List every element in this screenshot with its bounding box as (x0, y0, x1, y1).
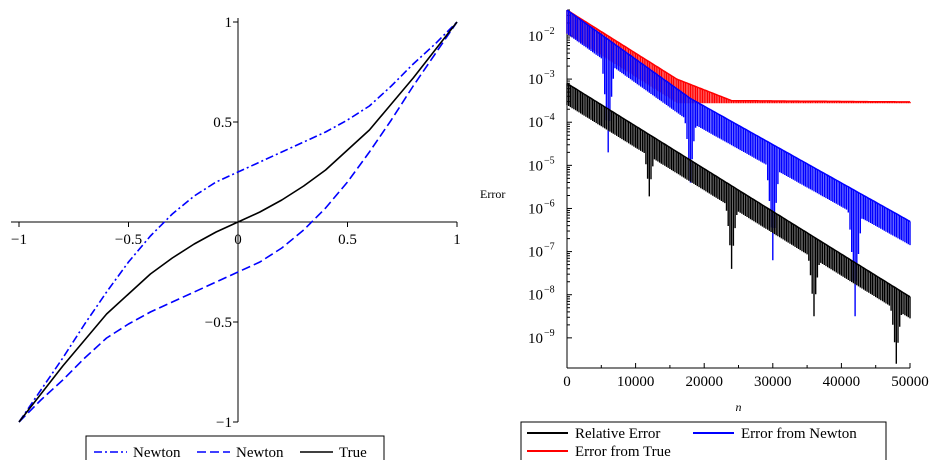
legend-label-relative-error: Relative Error (575, 426, 660, 442)
left-chart: −1 −0.5 0 0.5 1 −1 −0.5 0.5 1 (11, 15, 461, 431)
series-band (566, 83, 911, 364)
legend-left: Newton Newton True (85, 435, 385, 460)
right-chart: 0 10000 20000 30000 40000 5000010−910−810−710… (480, 9, 929, 414)
y-tick-label: 0.5 (213, 115, 232, 131)
series-line-1 (18, 21, 458, 423)
y-tick-exponent: −8 (544, 285, 555, 296)
x-axis-label: n (736, 400, 742, 414)
series-2 (566, 9, 911, 317)
y-tick-label: −0.5 (205, 315, 232, 331)
legend-label-error-from-newton: Error from Newton (741, 426, 857, 442)
y-tick-label: 10 (528, 158, 543, 174)
legend-label-true: True (339, 445, 367, 460)
y-tick-exponent: −4 (544, 112, 555, 123)
x-tick-label: −1 (11, 232, 27, 248)
x-tick-label: 0 (563, 374, 571, 390)
y-tick-label: −1 (216, 415, 232, 431)
x-tick-label: 10000 (617, 374, 655, 390)
series-line-3 (18, 21, 458, 423)
series-envelope (566, 82, 911, 298)
y-tick-label: 1 (225, 15, 233, 31)
x-tick-label: 50000 (891, 374, 929, 390)
x-tick-label: 1 (453, 232, 461, 248)
y-tick-label: 10 (528, 72, 543, 88)
y-tick-label: 10 (528, 115, 543, 131)
legend-label-newton-1: Newton (133, 445, 181, 460)
series-envelope (566, 9, 911, 223)
y-tick-label: 10 (528, 331, 543, 347)
series-band (566, 10, 911, 317)
y-axis-label: Error (480, 187, 505, 201)
y-tick-exponent: −6 (544, 198, 555, 209)
series-1 (566, 82, 911, 364)
y-tick-label: 10 (528, 29, 543, 45)
y-tick-exponent: −7 (544, 242, 555, 253)
x-tick-label: 0.5 (338, 232, 357, 248)
y-tick-exponent: −3 (544, 69, 555, 80)
x-tick-label: 20000 (685, 374, 723, 390)
x-tick-label: 30000 (754, 374, 792, 390)
y-tick-label: 10 (528, 245, 543, 261)
legend-label-newton-2: Newton (236, 445, 284, 460)
legend-right-box (520, 421, 887, 460)
legend-label-error-from-true: Error from True (575, 444, 671, 460)
x-tick-label: 40000 (823, 374, 861, 390)
y-tick-exponent: −2 (544, 26, 555, 37)
x-tick-label: 0 (234, 232, 242, 248)
x-tick-label: −0.5 (115, 232, 142, 248)
y-tick-label: 10 (528, 288, 543, 304)
y-tick-exponent: −5 (544, 155, 555, 166)
series-envelope (566, 9, 910, 103)
legend-left-box (85, 435, 385, 460)
y-tick-exponent: −9 (544, 328, 555, 339)
y-tick-label: 10 (528, 201, 543, 217)
legend-right: Relative Error Error from Newton Error f… (520, 421, 887, 460)
series-line-2 (18, 21, 458, 423)
